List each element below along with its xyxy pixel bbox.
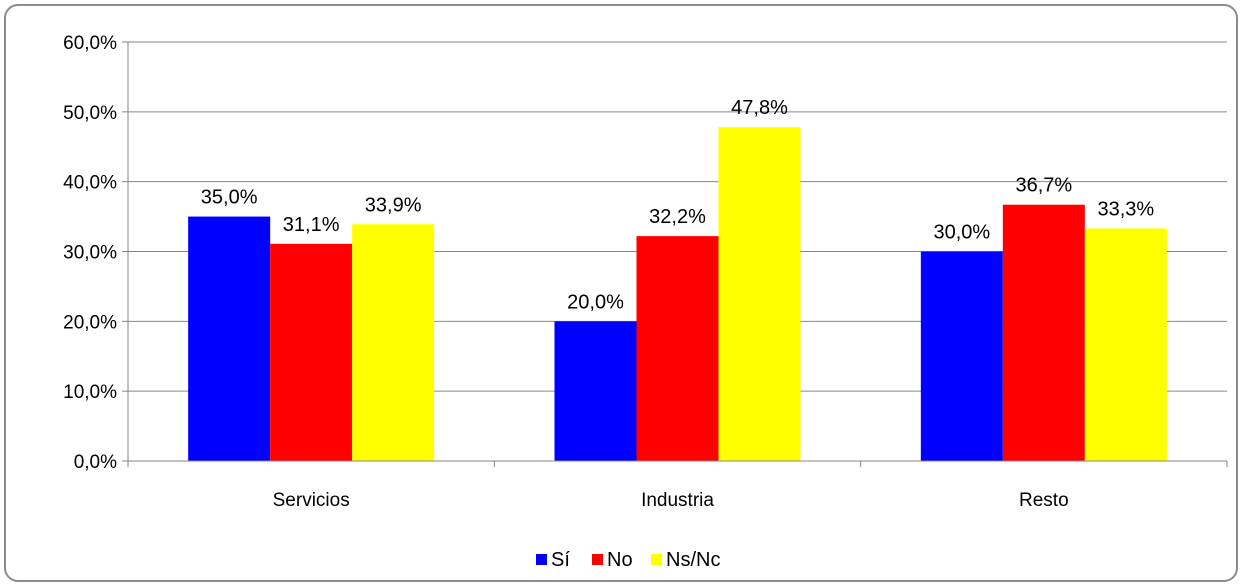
data-label: 35,0% bbox=[201, 187, 258, 209]
legend-swatch bbox=[536, 554, 547, 565]
bar bbox=[636, 236, 719, 461]
bar bbox=[270, 243, 353, 461]
data-label: 31,1% bbox=[283, 214, 340, 236]
bar bbox=[352, 224, 435, 461]
y-tick-label: 40,0% bbox=[63, 173, 117, 194]
y-tick-label: 0,0% bbox=[74, 452, 117, 473]
category-label: Resto bbox=[1019, 490, 1069, 511]
data-label: 33,9% bbox=[365, 194, 422, 216]
bars bbox=[188, 127, 1167, 462]
legend-swatch bbox=[592, 554, 603, 565]
data-label: 47,8% bbox=[731, 97, 788, 119]
legend-label: No bbox=[607, 549, 633, 571]
bar bbox=[1002, 204, 1085, 461]
legend-label: Ns/Nc bbox=[666, 549, 720, 571]
data-label: 36,7% bbox=[1015, 175, 1072, 197]
bar bbox=[920, 251, 1003, 461]
bar bbox=[554, 321, 637, 461]
bar bbox=[718, 127, 801, 462]
category-label: Industria bbox=[641, 490, 714, 511]
data-label: 30,0% bbox=[933, 222, 990, 244]
labels: 0,0% 10,0% 20,0% 30,0% 40,0% 50,0% 60,0% 35,0% 3… bbox=[63, 33, 1154, 511]
axes bbox=[122, 41, 1228, 467]
data-label: 32,2% bbox=[649, 206, 706, 228]
y-tick-label: 20,0% bbox=[63, 312, 117, 333]
y-tick-label: 10,0% bbox=[63, 382, 117, 403]
bar bbox=[188, 216, 271, 461]
legend-label: Sí bbox=[551, 549, 570, 571]
data-label: 20,0% bbox=[567, 291, 624, 313]
category-label: Servicios bbox=[273, 490, 350, 511]
data-label: 33,3% bbox=[1097, 198, 1154, 220]
legend: Sí No Ns/Nc bbox=[536, 549, 720, 571]
y-tick-label: 30,0% bbox=[63, 243, 117, 264]
y-tick-label: 50,0% bbox=[63, 103, 117, 124]
legend-swatch bbox=[651, 554, 662, 565]
bar bbox=[1084, 228, 1167, 461]
y-tick-label: 60,0% bbox=[63, 33, 117, 54]
